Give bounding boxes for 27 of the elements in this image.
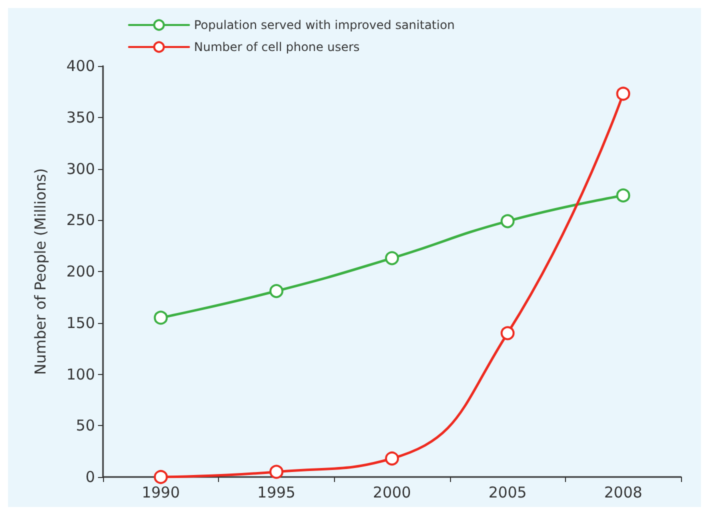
point xyxy=(154,470,168,484)
legend-label: Population served with improved sanitation xyxy=(194,18,455,32)
legend-label: Number of cell phone users xyxy=(194,40,360,54)
y-tick-label: 50 xyxy=(76,416,95,435)
point xyxy=(154,310,168,325)
y-axis-title: Number of People (Millions) xyxy=(32,168,50,375)
x-tick-label: 2005 xyxy=(488,484,527,502)
y-tick-label: 150 xyxy=(66,314,95,332)
y-tick-label: 400 xyxy=(66,57,95,75)
point xyxy=(500,214,515,228)
point xyxy=(269,284,284,298)
y-tick-label: 200 xyxy=(66,262,95,280)
x-tick-label: 2000 xyxy=(372,484,412,502)
point xyxy=(500,326,515,340)
y-tick-label: 100 xyxy=(66,365,95,384)
y-tick-label: 350 xyxy=(66,108,95,126)
y-tick-label: 300 xyxy=(66,160,95,178)
point xyxy=(269,464,284,479)
point xyxy=(616,86,630,101)
point xyxy=(385,251,399,266)
x-tick-label: 2008 xyxy=(604,484,642,502)
x-tick-label: 1990 xyxy=(142,484,180,502)
point xyxy=(385,452,399,466)
y-tick-label: 250 xyxy=(66,211,95,230)
x-tick-label: 1995 xyxy=(257,484,296,502)
point xyxy=(616,188,630,202)
y-tick-label: 0 xyxy=(85,468,95,486)
